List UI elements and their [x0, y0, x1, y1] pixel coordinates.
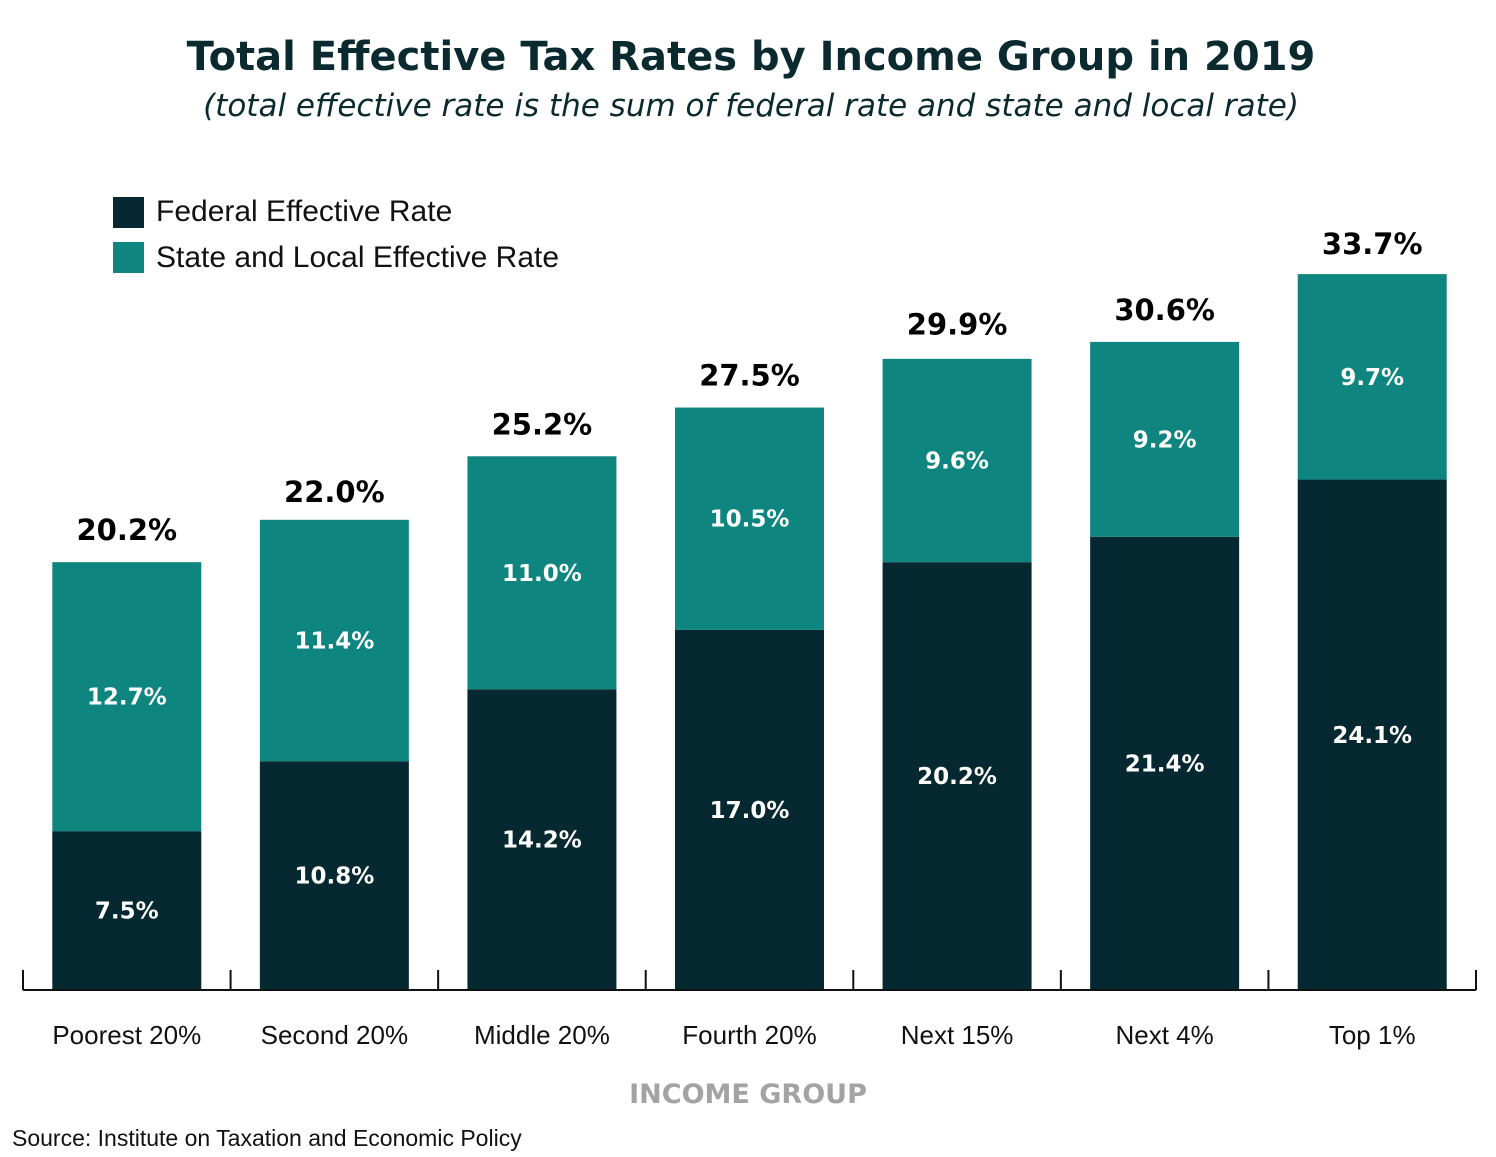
bar-federal-5 — [882, 562, 1032, 990]
x-axis: Poorest 20% Second 20% Middle 20% Fourth 20… — [22, 970, 1477, 1050]
bar-state-local-7 — [1297, 274, 1447, 480]
x-tick-label-3: Middle 20% — [474, 1020, 610, 1050]
bar-state-local-5 — [882, 358, 1032, 563]
label-state-local-6: 9.2% — [1133, 427, 1197, 453]
label-total-7: 33.7% — [1322, 227, 1423, 261]
label-federal-4: 17.0% — [710, 798, 790, 824]
labels-layer: 7.5% 12.7% 20.2% 10.8% 11.4% 22.0% 14.2% 11.0% 2… — [76, 227, 1422, 924]
label-total-5: 29.9% — [907, 308, 1008, 342]
bar-federal-3 — [467, 689, 617, 990]
label-federal-7: 24.1% — [1332, 723, 1412, 749]
legend-label-federal: Federal Effective Rate — [156, 195, 452, 228]
x-tick-label-7: Top 1% — [1329, 1020, 1416, 1050]
bar-federal-2 — [259, 761, 409, 990]
bar-federal-7 — [1297, 479, 1447, 990]
label-state-local-1: 12.7% — [87, 685, 167, 711]
bar-federal-6 — [1090, 536, 1240, 990]
bar-federal-4 — [675, 629, 824, 990]
label-total-2: 22.0% — [284, 475, 385, 509]
label-state-local-3: 11.0% — [502, 561, 582, 587]
bar-state-local-6 — [1090, 341, 1240, 537]
x-tick-label-6: Next 4% — [1116, 1020, 1214, 1050]
source-note: Source: Institute on Taxation and Econom… — [12, 1125, 522, 1151]
bars-layer — [52, 274, 1447, 990]
label-federal-3: 14.2% — [502, 828, 582, 854]
bar-federal-1 — [52, 831, 202, 990]
legend-swatch-state-local — [113, 242, 144, 273]
label-federal-6: 21.4% — [1125, 751, 1205, 777]
x-tick-label-1: Poorest 20% — [52, 1020, 201, 1050]
label-federal-1: 7.5% — [95, 899, 159, 925]
bar-state-local-3 — [467, 456, 617, 690]
label-total-6: 30.6% — [1114, 293, 1215, 327]
x-tick-label-5: Next 15% — [901, 1020, 1014, 1050]
bar-state-local-1 — [52, 562, 202, 832]
label-total-1: 20.2% — [76, 513, 177, 547]
x-tick-label-2: Second 20% — [261, 1020, 408, 1050]
legend-swatch-federal — [113, 197, 144, 228]
label-state-local-5: 9.6% — [925, 449, 989, 475]
label-state-local-4: 10.5% — [710, 507, 790, 533]
label-state-local-7: 9.7% — [1340, 365, 1404, 391]
x-tick-label-4: Fourth 20% — [682, 1020, 816, 1050]
bar-state-local-2 — [259, 519, 409, 762]
bar-state-local-4 — [675, 407, 824, 630]
chart-title: Total Effective Tax Rates by Income Grou… — [187, 34, 1316, 80]
label-state-local-2: 11.4% — [294, 629, 374, 655]
label-total-4: 27.5% — [699, 359, 800, 393]
legend: Federal Effective Rate State and Local E… — [113, 195, 559, 274]
legend-label-state-local: State and Local Effective Rate — [156, 241, 559, 274]
x-axis-title: INCOME GROUP — [629, 1079, 867, 1110]
label-federal-2: 10.8% — [294, 864, 374, 890]
label-federal-5: 20.2% — [917, 764, 997, 790]
label-total-3: 25.2% — [492, 407, 593, 441]
chart-subtitle: (total effective rate is the sum of fede… — [203, 88, 1299, 124]
